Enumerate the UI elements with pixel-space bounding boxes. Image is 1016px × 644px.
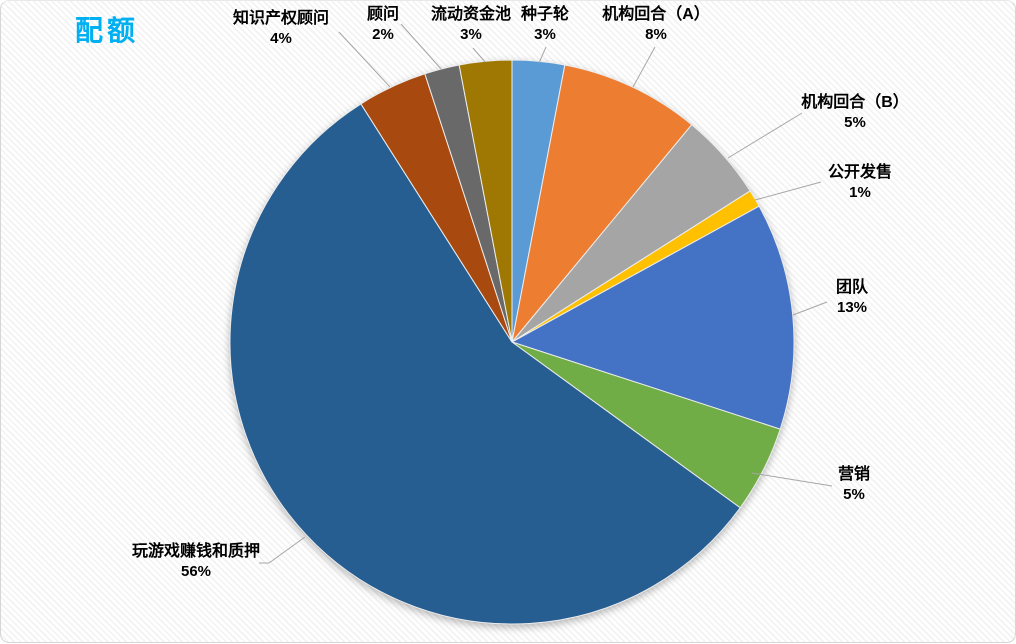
- leader-line-3: [727, 112, 803, 159]
- leader-lines-group: [259, 23, 833, 564]
- leader-line-7: [259, 536, 306, 564]
- chart-title: 配额: [75, 15, 140, 46]
- pie-slice-2[interactable]: [511, 64, 693, 343]
- pie-slices-group: [229, 59, 795, 625]
- pie-slice-10[interactable]: [458, 59, 513, 343]
- leader-line-9: [400, 23, 442, 70]
- leader-line-6: [751, 472, 833, 487]
- leader-line-4: [754, 181, 822, 201]
- leader-line-1: [538, 46, 547, 64]
- pie-slice-5[interactable]: [510, 205, 795, 430]
- leader-line-2: [632, 46, 656, 88]
- leader-line-10: [472, 47, 486, 63]
- pie-slice-7[interactable]: [229, 103, 741, 625]
- leader-line-5: [792, 301, 828, 316]
- leader-line-8: [338, 31, 391, 88]
